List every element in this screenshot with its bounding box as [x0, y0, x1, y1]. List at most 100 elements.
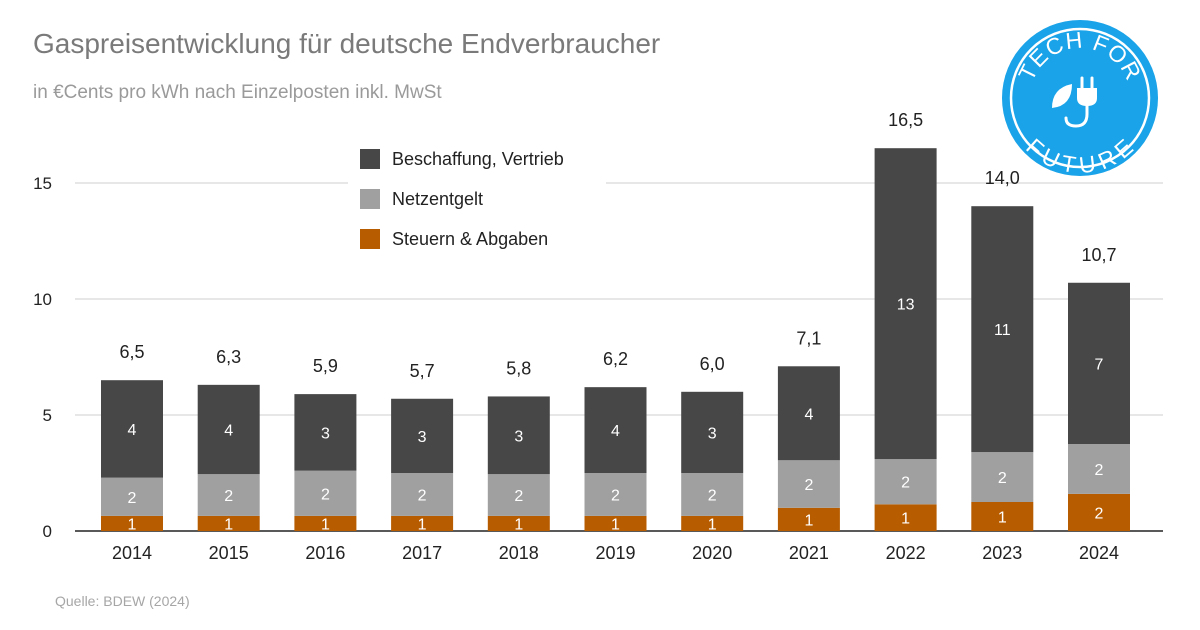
- bar-segment: [391, 515, 454, 531]
- x-tick-label: 2024: [1079, 543, 1119, 563]
- segment-value-label: 7: [1095, 356, 1104, 373]
- bar-segment: [1068, 444, 1130, 494]
- bar-total-label: 6,5: [119, 342, 144, 362]
- segment-value-label: 1: [128, 516, 137, 533]
- labels-layer: 1 2 4 6,5 2014 1 2 4 6,3 2015 1 2 3 5,9 2016 1 2 3 5,7 2017…: [112, 110, 1119, 563]
- legend-swatch: [360, 149, 380, 169]
- bar-segment: [391, 473, 454, 516]
- segment-value-label: 1: [514, 516, 523, 533]
- bar-segment: [874, 504, 937, 531]
- legend-background: [348, 141, 606, 261]
- bar-segment: [971, 502, 1034, 531]
- bar-total-label: 6,3: [216, 347, 241, 367]
- source-note: Quelle: BDEW (2024): [55, 593, 190, 609]
- segment-value-label: 2: [611, 487, 620, 504]
- legend-label: Netzentgelt: [392, 189, 483, 209]
- y-tick-label: 5: [43, 406, 52, 425]
- segment-value-label: 2: [804, 477, 813, 494]
- segment-value-label: 1: [804, 512, 813, 529]
- legend-label: Beschaffung, Vertrieb: [392, 149, 564, 169]
- segment-value-label: 1: [708, 516, 717, 533]
- segment-value-label: 2: [901, 475, 910, 492]
- bar-segment: [487, 515, 550, 531]
- tech-for-future-logo: TECH FOR FUTURE: [1002, 20, 1158, 178]
- bar-segment: [874, 459, 937, 505]
- segment-value-label: 2: [321, 486, 330, 503]
- bar-segment: [391, 398, 454, 473]
- legend-swatch: [360, 189, 380, 209]
- x-tick-label: 2014: [112, 543, 152, 563]
- bar-total-label: 14,0: [985, 168, 1020, 188]
- bar-segment: [487, 474, 550, 516]
- segment-value-label: 1: [611, 516, 620, 533]
- bar-segment: [874, 148, 937, 460]
- segment-value-label: 13: [897, 297, 915, 314]
- segment-value-label: 3: [514, 428, 523, 445]
- x-tick-label: 2022: [886, 543, 926, 563]
- x-tick-label: 2020: [692, 543, 732, 563]
- segment-value-label: 4: [128, 422, 137, 439]
- segment-value-label: 2: [1095, 505, 1104, 522]
- bar-segment: [777, 460, 840, 508]
- bar-total-label: 7,1: [796, 328, 821, 348]
- bar-total-label: 6,0: [700, 354, 725, 374]
- chart-subtitle: in €Cents pro kWh nach Einzelposten inkl…: [33, 82, 442, 103]
- bar-segment: [197, 474, 260, 516]
- segment-value-label: 2: [708, 487, 717, 504]
- plug-leaf-icon: [1052, 76, 1097, 128]
- bar-segment: [487, 396, 550, 475]
- bars-layer: [101, 148, 1130, 531]
- x-tick-label: 2015: [209, 543, 249, 563]
- bar-total-label: 6,2: [603, 349, 628, 369]
- segment-value-label: 3: [418, 429, 427, 446]
- bar-segment: [101, 477, 163, 516]
- bar-total-label: 16,5: [888, 110, 923, 130]
- bar-segment: [681, 515, 744, 531]
- bar-segment: [197, 384, 260, 475]
- segment-value-label: 3: [708, 425, 717, 442]
- segment-value-label: 2: [128, 490, 137, 507]
- bar-segment: [971, 452, 1034, 502]
- legend-label: Steuern & Abgaben: [392, 229, 548, 249]
- bar-segment: [294, 515, 357, 531]
- bar-segment: [1068, 493, 1130, 531]
- bar-segment: [777, 507, 840, 531]
- legend: Beschaffung, Vertrieb Netzentgelt Steuern …: [348, 141, 606, 261]
- bar-segment: [101, 515, 163, 531]
- bar-total-label: 10,7: [1081, 245, 1116, 265]
- bar-total-label: 5,9: [313, 356, 338, 376]
- bar-segment: [584, 387, 647, 473]
- segment-value-label: 2: [1095, 462, 1104, 479]
- y-tick-label: 15: [33, 174, 52, 193]
- segment-value-label: 4: [224, 423, 233, 440]
- bar-segment: [584, 473, 647, 516]
- segment-value-label: 11: [994, 322, 1011, 339]
- segment-value-label: 1: [321, 516, 330, 533]
- x-tick-label: 2016: [305, 543, 345, 563]
- bar-segment: [294, 470, 357, 516]
- segment-value-label: 1: [901, 511, 910, 528]
- x-tick-label: 2017: [402, 543, 442, 563]
- bar-total-label: 5,7: [410, 361, 435, 381]
- segment-value-label: 2: [998, 470, 1007, 487]
- y-tick-label: 10: [33, 290, 52, 309]
- segment-value-label: 1: [418, 516, 427, 533]
- x-tick-label: 2018: [499, 543, 539, 563]
- segment-value-label: 1: [224, 516, 233, 533]
- legend-swatch: [360, 229, 380, 249]
- y-tick-label: 0: [43, 522, 52, 541]
- chart-title: Gaspreisentwicklung für deutsche Endverb…: [33, 28, 661, 59]
- x-tick-label: 2023: [982, 543, 1022, 563]
- bar-segment: [101, 380, 163, 478]
- bar-segment: [681, 473, 744, 516]
- segment-value-label: 4: [611, 423, 620, 440]
- segment-value-label: 3: [321, 425, 330, 442]
- bar-segment: [197, 515, 260, 531]
- segment-value-label: 1: [998, 510, 1007, 527]
- bar-total-label: 5,8: [506, 358, 531, 378]
- segment-value-label: 2: [418, 487, 427, 504]
- bar-segment: [971, 206, 1034, 453]
- bar-segment: [777, 366, 840, 461]
- segment-value-label: 4: [804, 406, 813, 423]
